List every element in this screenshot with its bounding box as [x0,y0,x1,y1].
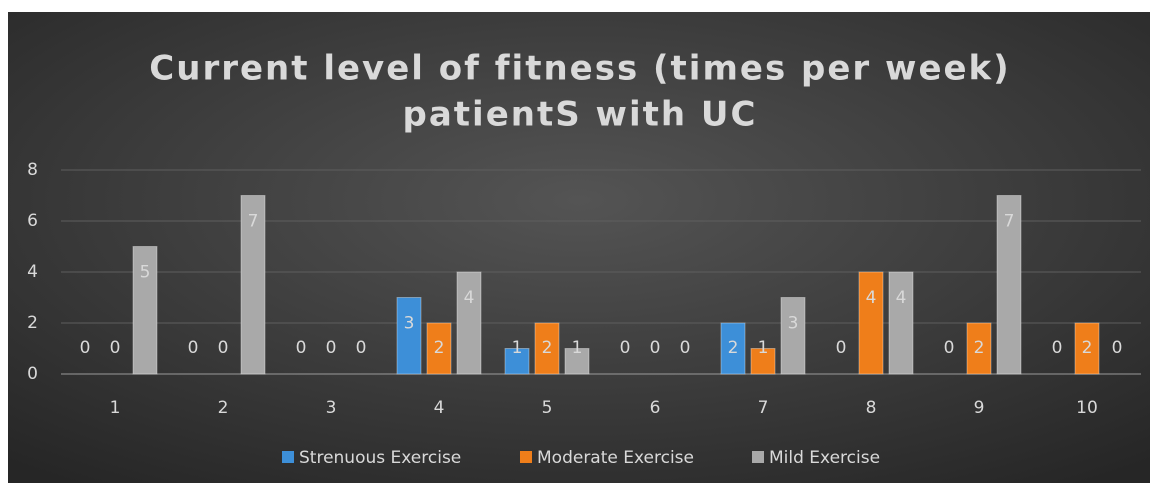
data-label: 0 [110,338,121,358]
legend-marker [520,451,532,463]
data-label: 0 [218,338,229,358]
bar [456,271,482,375]
data-label: 0 [836,338,847,358]
data-label: 7 [248,212,259,232]
x-tick-label: 2 [218,398,229,418]
data-label: 2 [1082,338,1093,358]
bar [240,195,266,375]
y-tick-label: 6 [27,211,38,231]
y-tick-label: 8 [27,160,38,180]
bar [966,322,992,375]
data-label: 2 [434,338,445,358]
x-tick-label: 9 [974,398,985,418]
data-label: 0 [296,338,307,358]
x-tick-label: 8 [866,398,877,418]
y-tick-label: 0 [27,364,38,384]
data-label: 4 [464,288,475,308]
data-label: 0 [326,338,337,358]
data-label: 1 [512,338,523,358]
data-label: 0 [188,338,199,358]
chart-title: Current level of fitness (times per week… [149,49,1010,89]
data-label: 3 [404,314,415,334]
bar [720,322,746,375]
bar [564,348,590,375]
bar [504,348,530,375]
data-label: 0 [1052,338,1063,358]
data-label: 0 [650,338,661,358]
x-tick-label: 3 [326,398,337,418]
y-tick-label: 4 [27,262,38,282]
bar [996,195,1022,375]
data-label: 4 [866,288,877,308]
data-label: 4 [896,288,907,308]
x-tick-label: 7 [758,398,769,418]
y-tick-label: 2 [27,313,38,333]
x-tick-label: 10 [1076,398,1098,418]
data-label: 0 [620,338,631,358]
bar [780,297,806,375]
legend-label: Mild Exercise [769,448,880,468]
legend-marker [752,451,764,463]
data-label: 2 [974,338,985,358]
bar [888,271,914,375]
data-label: 3 [788,314,799,334]
data-label: 7 [1004,212,1015,232]
bar [426,322,452,375]
bar [396,297,422,375]
chart-title: patientS with UC [403,95,758,135]
data-label: 2 [542,338,553,358]
data-label: 1 [758,338,769,358]
x-tick-label: 1 [110,398,121,418]
data-label: 0 [944,338,955,358]
legend-marker [282,451,294,463]
data-label: 0 [1112,338,1123,358]
bar [132,246,158,375]
bar [1074,322,1100,375]
chart-background [8,12,1150,483]
legend-label: Moderate Exercise [537,448,694,468]
legend-label: Strenuous Exercise [299,448,461,468]
x-tick-label: 6 [650,398,661,418]
bar [534,322,560,375]
data-label: 0 [356,338,367,358]
data-label: 1 [572,338,583,358]
data-label: 0 [80,338,91,358]
bar [858,271,884,375]
bar [750,348,776,375]
data-label: 2 [728,338,739,358]
data-label: 0 [680,338,691,358]
x-tick-label: 5 [542,398,553,418]
x-tick-label: 4 [434,398,445,418]
data-label: 5 [140,263,151,283]
